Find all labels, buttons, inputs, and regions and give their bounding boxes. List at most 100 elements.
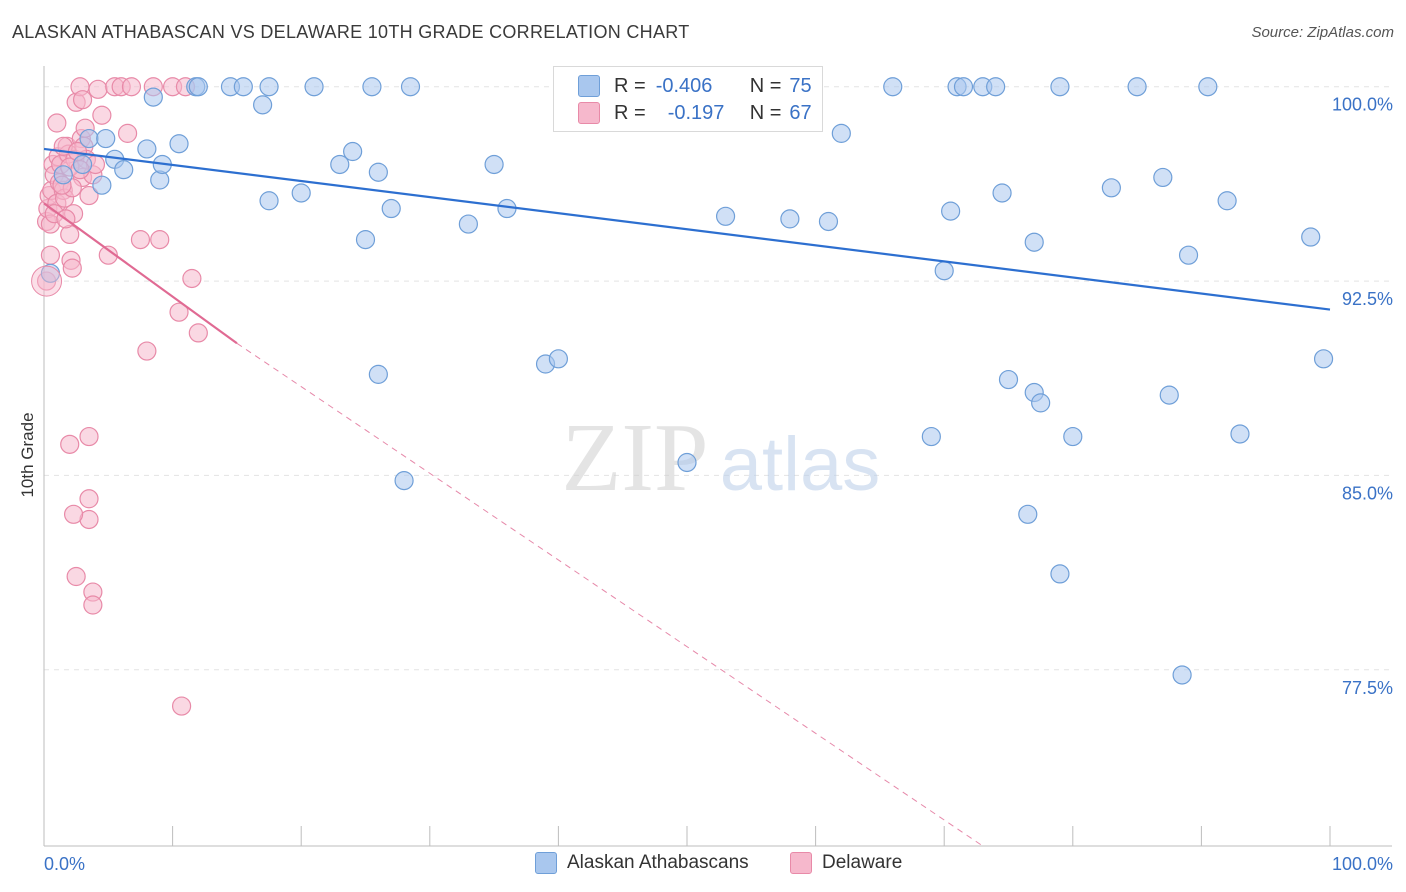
legend-swatch-pink bbox=[790, 852, 812, 874]
alaskan-athabascans-point bbox=[1230, 424, 1250, 444]
alaskan-athabascans-point bbox=[1063, 426, 1083, 447]
legend-row-pink: R = -0.197 N = 67 bbox=[578, 101, 812, 125]
legend-r-value: -0.197 bbox=[667, 101, 725, 124]
delaware-point bbox=[137, 341, 157, 361]
alaskan-athabascans-point bbox=[362, 77, 382, 97]
delaware-point bbox=[117, 123, 138, 143]
alaskan-athabascans-point bbox=[304, 77, 324, 97]
y-tick-label: 85.0% bbox=[1342, 483, 1393, 503]
delaware-point bbox=[150, 230, 170, 250]
delaware-point bbox=[66, 566, 86, 587]
alaskan-athabascans-point bbox=[780, 209, 800, 229]
alaskan-athabascans-trend-line bbox=[43, 147, 1331, 311]
alaskan-athabascans-point bbox=[355, 230, 376, 250]
delaware-point bbox=[60, 434, 80, 454]
legend-row-blue: R = -0.406 N = 75 bbox=[578, 74, 812, 98]
legend-swatch-blue bbox=[578, 75, 600, 97]
delaware-point bbox=[63, 504, 84, 524]
delaware-point bbox=[72, 90, 93, 110]
alaskan-athabascans-point bbox=[92, 175, 112, 195]
source-label: Source: ZipAtlas.com bbox=[1251, 24, 1394, 41]
delaware-point bbox=[92, 105, 112, 125]
alaskan-athabascans-point bbox=[330, 154, 350, 175]
x-tick-label: 100.0% bbox=[1332, 854, 1393, 874]
alaskan-athabascans-point bbox=[1301, 227, 1321, 247]
alaskan-athabascans-point bbox=[53, 165, 73, 185]
alaskan-athabascans-point bbox=[548, 349, 569, 369]
alaskan-athabascans-point bbox=[169, 134, 189, 154]
legend-n-value: 75 bbox=[789, 74, 812, 97]
delaware-trend-line-extrapolated bbox=[236, 342, 984, 847]
alaskan-athabascans-point bbox=[1018, 504, 1038, 524]
delaware-point bbox=[40, 245, 61, 265]
legend-swatch-pink bbox=[578, 102, 600, 124]
alaskan-athabascans-point bbox=[992, 183, 1012, 203]
x-tick-label: 0.0% bbox=[44, 854, 85, 874]
delaware-point bbox=[47, 113, 67, 133]
alaskan-athabascans-point bbox=[394, 471, 414, 491]
alaskan-athabascans-point bbox=[1313, 349, 1334, 369]
alaskan-athabascans-point bbox=[818, 211, 839, 232]
alaskan-athabascans-point bbox=[1153, 167, 1173, 188]
alaskan-athabascans-point bbox=[953, 77, 974, 97]
alaskan-athabascans-point bbox=[941, 201, 961, 221]
delaware-trend-line bbox=[43, 202, 238, 345]
alaskan-athabascans-point bbox=[1050, 564, 1070, 584]
delaware-point bbox=[31, 265, 63, 297]
alaskan-athabascans-point bbox=[343, 141, 363, 162]
chart-title: ALASKAN ATHABASCAN VS DELAWARE 10TH GRAD… bbox=[12, 22, 690, 42]
legend-n-label: N = bbox=[749, 101, 782, 124]
alaskan-athabascans-point bbox=[934, 261, 954, 281]
alaskan-athabascans-point bbox=[114, 160, 134, 180]
alaskan-athabascans-point bbox=[368, 162, 388, 182]
alaskan-athabascans-point bbox=[986, 77, 1006, 97]
alaskan-athabascans-point bbox=[291, 183, 311, 203]
stats-legend: R = -0.406 N = 75 R = -0.197 N = 67 bbox=[553, 66, 823, 132]
legend-n-value: 67 bbox=[789, 101, 812, 124]
y-tick-label: 77.5% bbox=[1342, 678, 1393, 698]
delaware-point bbox=[79, 426, 99, 447]
delaware-point bbox=[188, 323, 208, 343]
delaware-point bbox=[83, 595, 103, 615]
alaskan-athabascans-point bbox=[1050, 77, 1070, 97]
alaskan-athabascans-point bbox=[715, 206, 736, 226]
y-tick-label: 92.5% bbox=[1342, 289, 1393, 309]
alaskan-athabascans-point bbox=[883, 77, 903, 97]
alaskan-athabascans-point bbox=[137, 139, 157, 159]
delaware-point bbox=[79, 489, 99, 509]
legend-r-value: -0.406 bbox=[655, 74, 713, 97]
alaskan-athabascans-point bbox=[677, 452, 697, 473]
alaskan-athabascans-point bbox=[253, 95, 273, 115]
legend-swatch-blue bbox=[535, 852, 557, 874]
legend-r-label: R = bbox=[614, 74, 646, 97]
alaskan-athabascans-point bbox=[400, 77, 421, 97]
alaskan-athabascans-point bbox=[1178, 245, 1199, 265]
alaskan-athabascans-point bbox=[1031, 393, 1051, 413]
delaware-point bbox=[88, 79, 108, 99]
delaware-point bbox=[130, 230, 151, 250]
alaskan-athabascans-point bbox=[458, 214, 478, 234]
alaskan-athabascans-point bbox=[79, 128, 99, 149]
alaskan-athabascans-point bbox=[1172, 665, 1192, 685]
watermark-atlas: atlas bbox=[720, 422, 881, 507]
alaskan-athabascans-point bbox=[1159, 385, 1179, 405]
alaskan-athabascans-point bbox=[259, 191, 279, 211]
legend-n-label: N = bbox=[749, 74, 782, 97]
delaware-point bbox=[172, 696, 192, 716]
alaskan-athabascans-point bbox=[233, 77, 253, 97]
alaskan-athabascans-point bbox=[1198, 77, 1218, 97]
alaskan-athabascans-point bbox=[259, 77, 279, 97]
delaware-point bbox=[79, 185, 99, 206]
legend-label-delaware: Delaware bbox=[822, 852, 903, 873]
alaskan-athabascans-point bbox=[72, 154, 93, 175]
alaskan-athabascans-point bbox=[188, 77, 208, 97]
alaskan-athabascans-point bbox=[368, 364, 388, 384]
legend-item-alaskan-athabascans: Alaskan Athabascans bbox=[535, 852, 749, 874]
alaskan-athabascans-point bbox=[143, 87, 163, 107]
delaware-point bbox=[169, 302, 189, 322]
delaware-point bbox=[182, 268, 202, 289]
alaskan-athabascans-point bbox=[831, 123, 851, 143]
y-tick-label: 100.0% bbox=[1332, 95, 1393, 115]
alaskan-athabascans-point bbox=[921, 426, 941, 447]
